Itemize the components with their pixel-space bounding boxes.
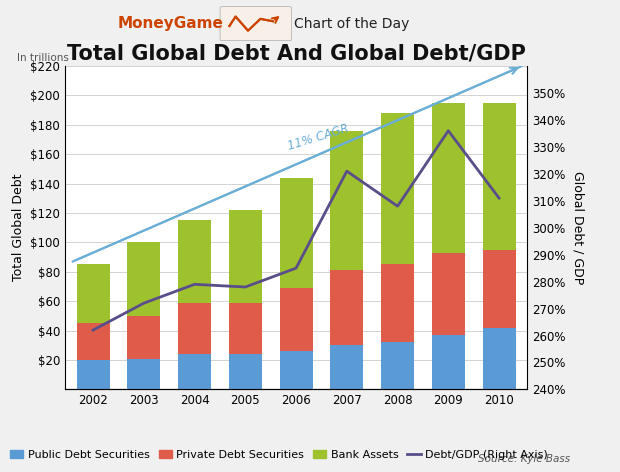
Bar [482, 103, 516, 250]
Bar [76, 323, 110, 360]
Bar [178, 354, 211, 389]
Bar [432, 103, 465, 253]
Bar [229, 354, 262, 389]
Bar [280, 351, 312, 389]
Bar [229, 303, 262, 354]
Bar [330, 346, 363, 389]
Bar [432, 253, 465, 335]
Bar [330, 270, 363, 346]
Bar [127, 359, 161, 389]
Bar [127, 316, 161, 359]
Bar [432, 335, 465, 389]
Bar [229, 210, 262, 303]
Bar [76, 264, 110, 323]
Bar [280, 178, 312, 288]
Legend: Public Debt Securities, Private Debt Securities, Bank Assets, Debt/GDP (Right Ax: Public Debt Securities, Private Debt Sec… [6, 445, 552, 464]
Bar [178, 303, 211, 354]
Bar [381, 342, 414, 389]
Bar [330, 131, 363, 270]
Text: Chart of the Day: Chart of the Day [294, 17, 410, 31]
Bar [381, 264, 414, 342]
Bar [127, 243, 161, 316]
Bar [482, 250, 516, 328]
Text: In trillions: In trillions [17, 53, 68, 63]
Text: MoneyGame: MoneyGame [117, 16, 223, 31]
Bar [280, 288, 312, 351]
Y-axis label: Global Debt / GDP: Global Debt / GDP [572, 171, 585, 284]
Bar [381, 113, 414, 264]
Title: Total Global Debt And Global Debt/GDP: Total Global Debt And Global Debt/GDP [66, 43, 526, 63]
Bar [76, 360, 110, 389]
Bar [482, 328, 516, 389]
Text: Source: Kyle Bass: Source: Kyle Bass [478, 454, 570, 464]
Text: 11% CAGR: 11% CAGR [286, 122, 350, 153]
FancyBboxPatch shape [220, 7, 291, 41]
Y-axis label: Total Global Debt: Total Global Debt [12, 174, 25, 281]
Bar [178, 220, 211, 303]
